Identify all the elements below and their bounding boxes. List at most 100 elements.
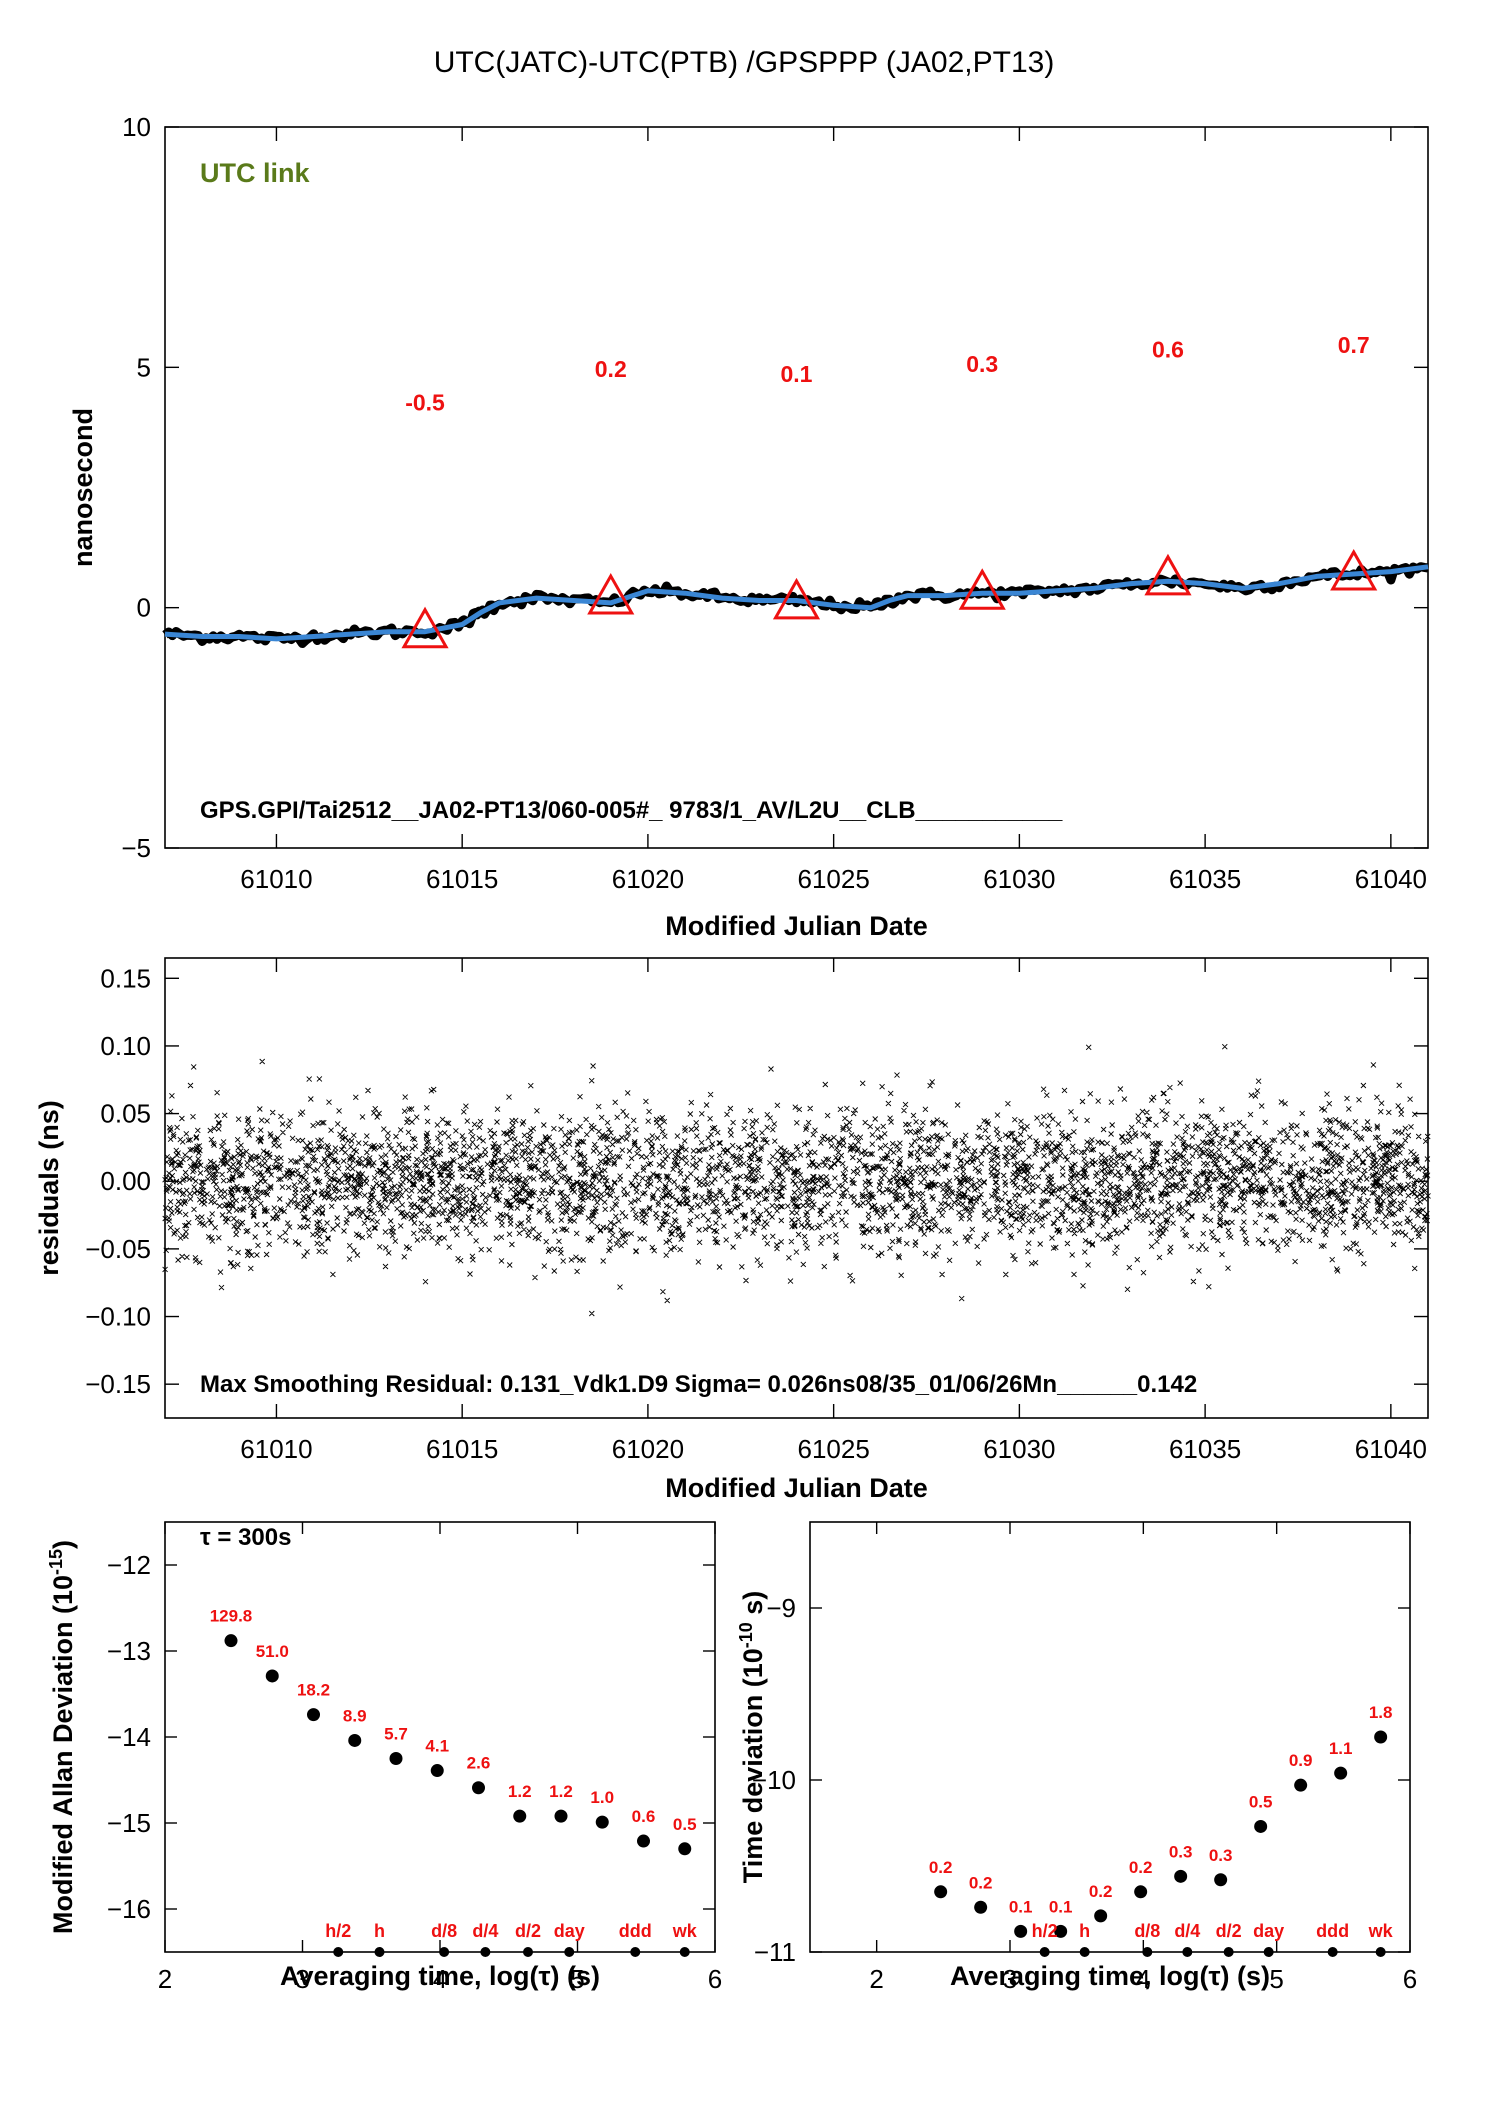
point-label: 0.5 — [673, 1815, 697, 1834]
point-label: 51.0 — [256, 1642, 289, 1661]
time-mark-dot — [523, 1947, 533, 1957]
point-label: 0.3 — [1169, 1842, 1193, 1861]
y-axis-label: Modified Allan Deviation (10-15) — [46, 1540, 78, 1934]
triangle-marker — [1330, 548, 1378, 591]
time-mark-dot — [1182, 1947, 1193, 1957]
data-point — [1374, 1730, 1388, 1744]
point-label: 129.8 — [210, 1607, 253, 1626]
point-label: 5.7 — [384, 1725, 408, 1744]
point-label: 0.9 — [1289, 1751, 1313, 1770]
data-point — [513, 1809, 527, 1823]
x-tick-label: 61030 — [983, 864, 1055, 894]
marker-label: 0.6 — [1152, 337, 1184, 363]
y-tick-label: −15 — [107, 1808, 151, 1838]
triangle-marker — [772, 577, 821, 620]
time-mark-label: d/8 — [1134, 1921, 1160, 1941]
y-tick-label: −13 — [107, 1636, 151, 1666]
data-point — [1334, 1766, 1348, 1780]
time-mark-label: wk — [1368, 1921, 1394, 1941]
x-tick-label: 61025 — [797, 1434, 869, 1464]
x-tick-label: 61030 — [983, 1434, 1055, 1464]
y-tick-label: 0.00 — [100, 1166, 151, 1196]
y-tick-label: −0.05 — [85, 1234, 151, 1264]
time-mark-dot — [630, 1947, 641, 1957]
triangle-marker — [1144, 553, 1192, 596]
y-tick-label: −12 — [107, 1550, 151, 1580]
data-point — [1094, 1909, 1108, 1923]
tau-note: τ = 300s — [200, 1524, 291, 1551]
x-tick-label: 5 — [570, 1964, 584, 1994]
data-point — [1174, 1869, 1188, 1883]
data-point — [307, 1708, 320, 1722]
time-mark-label: h/2 — [325, 1921, 351, 1941]
data-point — [1254, 1819, 1268, 1833]
time-mark-label: h/2 — [1032, 1921, 1058, 1941]
time-mark-label: d/2 — [515, 1921, 541, 1941]
y-tick-label: 10 — [122, 112, 151, 142]
point-label: 0.6 — [632, 1807, 656, 1826]
time-mark-label: h — [374, 1921, 385, 1941]
point-label: 1.0 — [590, 1788, 614, 1807]
residual-points — [162, 1043, 1431, 1317]
y-tick-label: 0.15 — [100, 963, 151, 993]
point-label: 1.2 — [508, 1782, 532, 1801]
x-tick-label: 61015 — [426, 1434, 498, 1464]
y-tick-label: −9 — [766, 1593, 796, 1623]
y-tick-label: −0.15 — [85, 1369, 151, 1399]
panel-bottom-right: 2 3 4 5 6 −11 −10 −9 Averaging time, log(τ) (s) T… — [736, 1521, 1417, 1994]
plot-frame — [809, 1521, 1411, 1953]
data-point — [1014, 1924, 1028, 1938]
y-axis-label: Time deviation (10-10 s) — [736, 1591, 768, 1884]
marker-label: 0.7 — [1338, 332, 1370, 358]
x-tick-label: 61010 — [240, 1434, 312, 1464]
data-point — [389, 1752, 403, 1765]
y-tick-label: −14 — [107, 1722, 151, 1752]
y-tick-label: 0 — [137, 593, 151, 623]
panel-footer: GPS.GPI/Tai2512__JA02-PT13/060-005#_ 978… — [200, 797, 1063, 824]
y-tick-label: 0.05 — [100, 1099, 151, 1129]
time-mark-label: day — [1253, 1921, 1284, 1941]
legend-label: UTC link — [200, 158, 310, 188]
y-tick-label: −11 — [754, 1937, 796, 1967]
point-label: 0.1 — [1049, 1897, 1073, 1916]
y-tick-label: −0.10 — [85, 1302, 151, 1332]
panel-bottom-left: 2 3 4 5 6 −16 −15 −14 −13 −12 Averaging time, log(… — [46, 1521, 722, 1994]
time-mark-dot — [374, 1947, 385, 1957]
time-mark-dot — [679, 1947, 690, 1957]
data-point — [1214, 1873, 1228, 1887]
panel-middle: 61010 61015 61020 61025 61030 61035 61040 −0.15… — [34, 957, 1431, 1503]
x-tick-label: 6 — [708, 1964, 722, 1994]
point-label: 0.2 — [1089, 1882, 1113, 1901]
time-mark-dot — [439, 1947, 450, 1957]
data-point — [430, 1764, 444, 1778]
time-mark-dot — [564, 1947, 575, 1957]
data-point — [1054, 1924, 1068, 1938]
data-point — [1294, 1778, 1308, 1792]
data-point — [472, 1781, 485, 1795]
time-mark-dot — [333, 1947, 344, 1957]
point-label: 0.2 — [1129, 1858, 1153, 1877]
time-mark-dot — [1223, 1947, 1234, 1957]
point-label: 8.9 — [343, 1706, 367, 1725]
x-tick-label: 3 — [295, 1964, 309, 1994]
data-point — [554, 1809, 568, 1823]
x-axis-label: Modified Julian Date — [665, 1473, 928, 1503]
time-mark-dot — [480, 1947, 491, 1957]
y-axis-label: residuals (ns) — [34, 1100, 64, 1276]
x-tick-label: 61020 — [612, 864, 684, 894]
data-point — [265, 1669, 279, 1683]
x-tick-label: 61010 — [240, 864, 312, 894]
time-mark-label: d/4 — [472, 1921, 498, 1941]
data-point — [637, 1834, 650, 1848]
x-tick-label: 61035 — [1169, 864, 1241, 894]
y-tick-label: −5 — [121, 833, 151, 863]
time-mark-label: h — [1079, 1921, 1090, 1941]
time-mark-dot — [1327, 1947, 1338, 1957]
point-label: 0.3 — [1209, 1846, 1233, 1865]
x-axis-label: Averaging time, log(τ) (s) — [950, 1961, 1270, 1991]
x-tick-label: 61040 — [1355, 864, 1427, 894]
data-point — [934, 1885, 948, 1899]
point-label: 0.2 — [969, 1873, 993, 1892]
time-mark-label: ddd — [619, 1921, 652, 1941]
x-tick-label: 4 — [433, 1964, 447, 1994]
